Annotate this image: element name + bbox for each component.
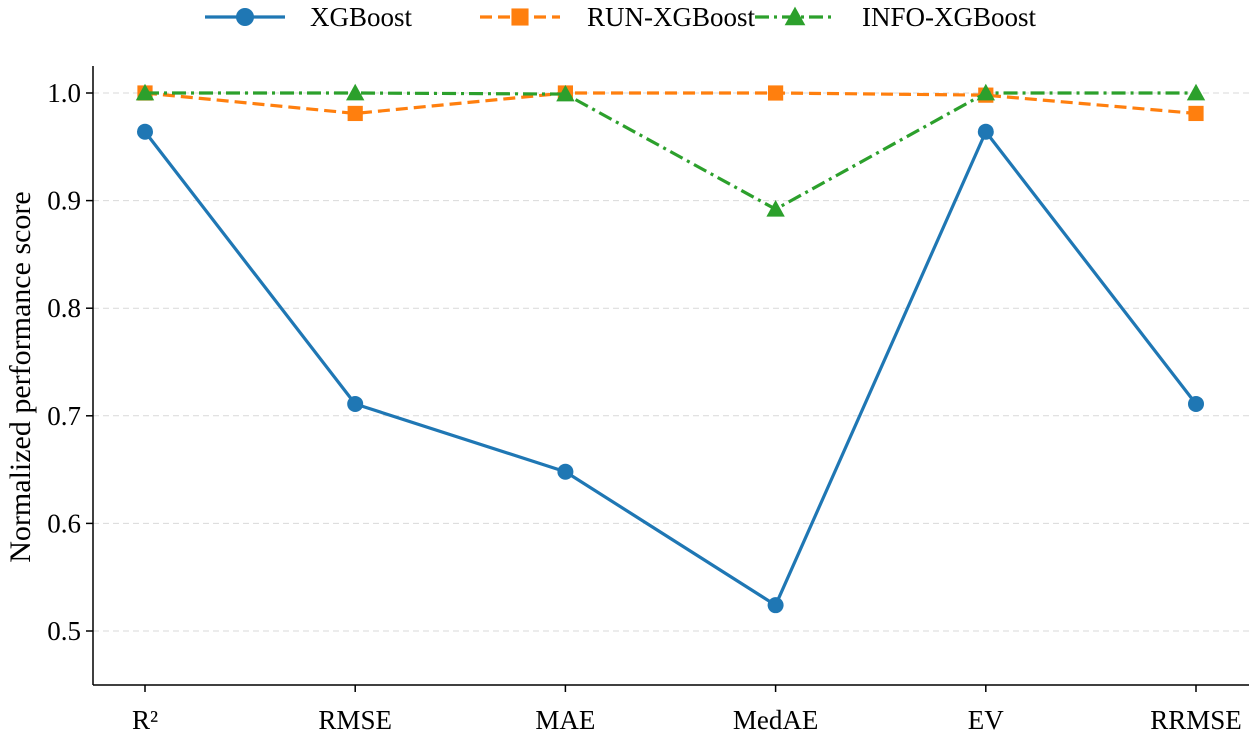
x-tick-label: RRMSE (1150, 705, 1242, 735)
data-point (1186, 83, 1206, 101)
x-tick-label: MAE (535, 705, 595, 735)
x-tick-label: RMSE (318, 705, 392, 735)
series-line (144, 91, 1197, 116)
series-info-xgboost (135, 83, 1206, 217)
grid (93, 92, 1249, 632)
series-run-xgboost (137, 85, 1204, 122)
x-tick-label: MedAE (733, 705, 818, 735)
legend-marker (236, 8, 254, 26)
x-tick-label: EV (968, 705, 1004, 735)
data-point (557, 463, 574, 480)
y-tick-label: 0.9 (47, 186, 81, 216)
data-point (1188, 105, 1204, 122)
legend-label: INFO-XGBoost (862, 2, 1037, 32)
data-point (346, 83, 365, 101)
data-point (347, 105, 363, 122)
legend: XGBoost RUN-XGBoost INFO-XGBoost (205, 2, 1037, 32)
legend-item: XGBoost (205, 2, 413, 32)
y-tick-label: 0.7 (47, 401, 81, 431)
data-point (768, 85, 784, 101)
data-point (977, 123, 994, 140)
y-tick-label: 1.0 (47, 78, 81, 108)
axes: 0.5 0.6 0.7 0.8 0.9 1.0 R² RMSE MAE MedAE EV RRMSE (47, 66, 1249, 735)
legend-marker (784, 6, 806, 26)
series-group (135, 83, 1206, 614)
legend-label: RUN-XGBoost (587, 2, 756, 32)
legend-marker (511, 8, 529, 26)
series-xgboost (137, 123, 1204, 614)
data-point (347, 395, 364, 412)
series-line (143, 130, 1198, 607)
data-point (556, 84, 575, 102)
series-line (145, 91, 1196, 211)
y-tick-label: 0.5 (47, 616, 81, 646)
legend-item: INFO-XGBoost (755, 2, 1037, 32)
data-point (1188, 395, 1204, 412)
data-point (976, 83, 995, 101)
data-point (135, 83, 155, 101)
y-tick-label: 0.8 (47, 293, 81, 323)
data-point (137, 123, 153, 140)
legend-item: RUN-XGBoost (480, 2, 756, 32)
data-point (766, 200, 785, 217)
y-tick-label: 0.6 (47, 508, 81, 538)
legend-label: XGBoost (310, 2, 413, 32)
y-axis-label: Normalized performance score (4, 191, 37, 562)
x-tick-label: R² (132, 705, 158, 735)
data-point (767, 597, 784, 614)
